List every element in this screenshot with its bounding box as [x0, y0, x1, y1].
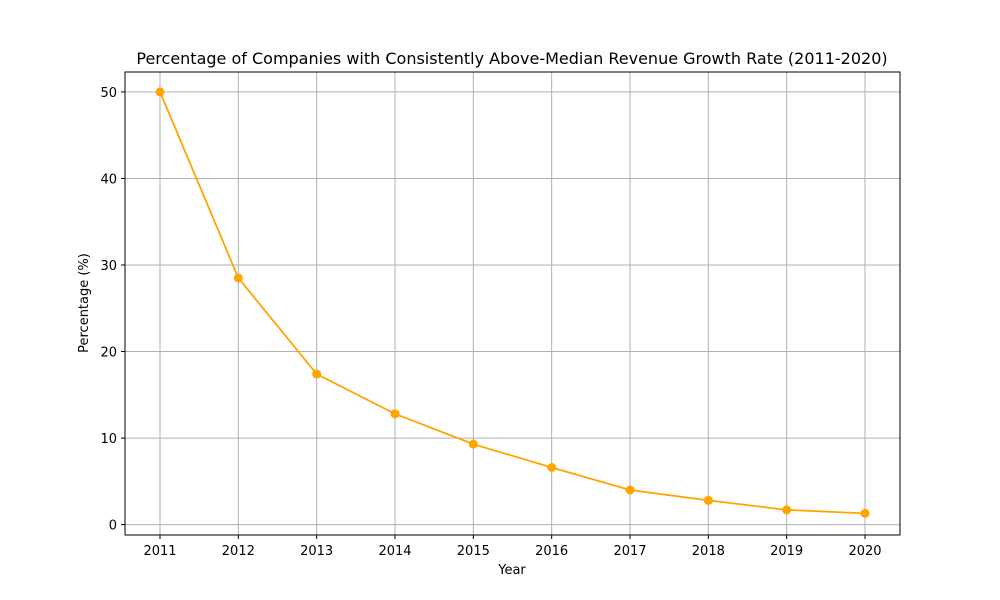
- y-axis-label: Percentage (%): [77, 253, 92, 353]
- x-tick-label: 2015: [457, 544, 490, 559]
- y-tick-label: 30: [100, 259, 117, 274]
- x-tick-label: 2019: [770, 544, 803, 559]
- data-point: [155, 87, 165, 97]
- data-point: [625, 485, 635, 495]
- data-point: [860, 508, 870, 518]
- grid: [125, 72, 900, 535]
- y-tick-label: 40: [100, 172, 117, 187]
- data-point: [390, 409, 400, 419]
- x-axis-ticks: 2011 2012 2013 2014 2015 2016 2017 2018 2019 2020: [143, 535, 882, 559]
- plot-area: [124, 71, 901, 536]
- y-tick-label: 0: [109, 519, 117, 534]
- x-tick-label: 2016: [535, 544, 568, 559]
- chart-title: Percentage of Companies with Consistentl…: [136, 49, 887, 68]
- y-tick-label: 50: [100, 86, 117, 101]
- data-point: [468, 439, 478, 449]
- x-axis-label: Year: [497, 563, 526, 578]
- data-point: [703, 495, 713, 505]
- x-tick-label: 2020: [848, 544, 881, 559]
- data-point: [233, 273, 243, 283]
- y-axis-ticks: 0 10 20 30 40 50: [100, 86, 125, 534]
- x-tick-label: 2017: [613, 544, 646, 559]
- series-layer: [155, 87, 870, 518]
- x-tick-label: 2018: [692, 544, 725, 559]
- x-tick-label: 2012: [222, 544, 255, 559]
- data-point: [312, 369, 322, 379]
- y-tick-label: 10: [100, 432, 117, 447]
- x-tick-label: 2011: [143, 544, 176, 559]
- series-line: [159, 91, 866, 515]
- x-tick-label: 2014: [378, 544, 411, 559]
- x-tick-label: 2013: [300, 544, 333, 559]
- data-point: [547, 462, 557, 472]
- data-point: [782, 505, 792, 515]
- y-tick-label: 20: [100, 346, 117, 361]
